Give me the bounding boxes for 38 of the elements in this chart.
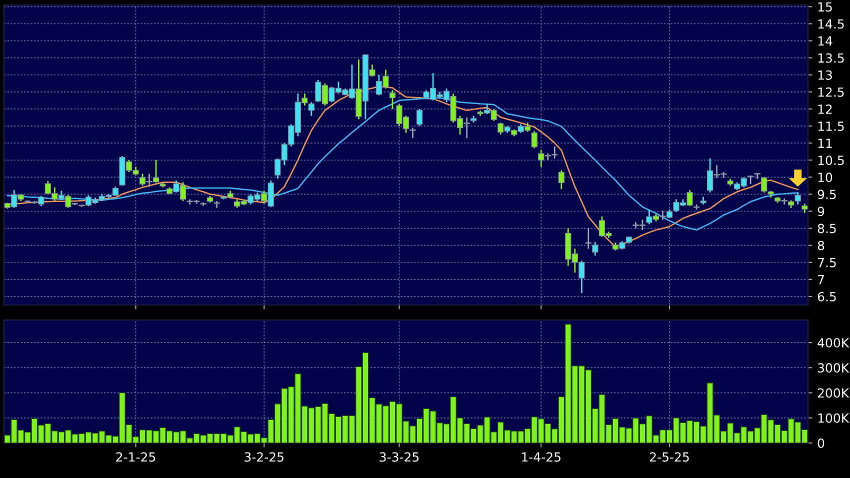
candlestick <box>794 192 801 206</box>
candlestick <box>802 203 808 214</box>
candlestick <box>558 170 564 190</box>
candlestick <box>531 130 538 149</box>
candlestick <box>410 127 416 139</box>
candlestick <box>416 108 423 127</box>
x-tick-label: 2-1-25 <box>116 452 156 462</box>
candlestick <box>308 101 314 116</box>
y-tick-label: 9.5 <box>818 190 836 200</box>
y-tick-label: 8.5 <box>818 224 836 234</box>
y-tick-label: 7.5 <box>818 258 836 268</box>
candlestick <box>389 90 396 110</box>
y-tick-label: 8 <box>818 240 824 250</box>
y-tick-label: 200K <box>818 388 850 398</box>
y-tick-label: 100K <box>818 413 850 423</box>
x-tick-label: 3-2-25 <box>244 452 284 462</box>
y-tick-label: 11 <box>818 138 832 148</box>
y-tick-label: 10.5 <box>818 156 844 166</box>
y-tick-label: 400K <box>818 338 850 348</box>
y-tick-label: 0 <box>818 438 824 448</box>
y-tick-label: 12.5 <box>818 87 844 97</box>
candlestick <box>761 176 768 194</box>
y-tick-label: 15 <box>818 2 832 12</box>
x-tick-label: 3-3-25 <box>380 452 419 462</box>
y-tick-label: 10 <box>818 172 832 182</box>
y-tick-label: 13.5 <box>818 53 844 63</box>
y-tick-label: 6.5 <box>818 292 836 302</box>
x-tick-label: 2-5-25 <box>650 452 689 462</box>
y-tick-label: 7 <box>818 275 824 284</box>
y-tick-label: 12 <box>818 104 832 114</box>
y-tick-label: 14.5 <box>818 19 844 29</box>
y-tick-label: 13 <box>818 70 832 80</box>
y-tick-label: 9 <box>818 206 824 216</box>
x-tick-label: 1-4-25 <box>522 452 560 462</box>
y-tick-label: 14 <box>818 36 832 46</box>
y-tick-label: 11.5 <box>818 122 844 131</box>
y-tick-label: 300K <box>818 363 850 373</box>
candlestick <box>592 241 598 256</box>
